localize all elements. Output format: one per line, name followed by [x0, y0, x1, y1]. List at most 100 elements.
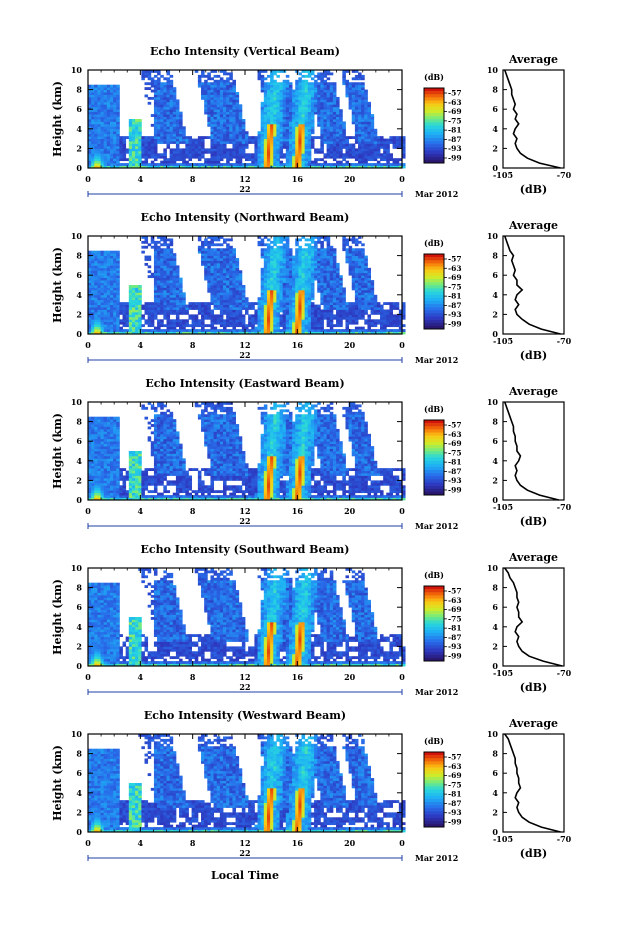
heatmap-cell — [160, 84, 164, 88]
heatmap-cell — [210, 275, 214, 279]
heatmap-cell — [276, 307, 280, 310]
heatmap-cell — [138, 292, 142, 296]
heatmap-cell — [135, 128, 139, 132]
heatmap-cell — [270, 133, 274, 137]
heatmap-cell — [116, 297, 120, 301]
heatmap-cell — [339, 155, 343, 159]
heatmap-cell — [364, 153, 368, 157]
heatmap-cell — [201, 309, 205, 313]
heatmap-cell — [373, 148, 378, 152]
heatmap-cell — [201, 329, 205, 332]
heatmap-cell — [216, 294, 221, 298]
heatmap-cell — [301, 311, 306, 315]
heatmap-cell — [266, 262, 271, 266]
heatmap-cell — [163, 106, 167, 110]
heatmap-cell — [94, 326, 98, 330]
heatmap-cell — [260, 243, 265, 247]
heatmap-cell — [160, 160, 164, 164]
heatmap-cell — [373, 141, 378, 144]
heatmap-cell — [100, 292, 105, 296]
heatmap-cell — [182, 299, 186, 303]
heatmap-cell — [109, 106, 114, 110]
heatmap-cell — [166, 116, 171, 120]
heatmap-cell — [116, 133, 120, 137]
heatmap-cell — [201, 89, 205, 93]
heatmap-cell — [370, 143, 375, 147]
heatmap-cell — [276, 160, 280, 164]
heatmap-cell — [276, 236, 280, 239]
heatmap-cell — [238, 324, 243, 328]
heatmap-cell — [219, 316, 224, 320]
heatmap-cell — [131, 285, 136, 288]
heatmap-cell — [263, 158, 268, 162]
heatmap-cell — [207, 289, 211, 293]
heatmap-cell — [282, 155, 287, 159]
heatmap-cell — [392, 163, 397, 166]
heatmap-cell — [276, 238, 280, 242]
heatmap-cell — [150, 321, 155, 325]
heatmap-cell — [201, 331, 205, 335]
heatmap-cell — [226, 123, 230, 127]
heatmap-cell — [194, 302, 199, 305]
heatmap-cell — [169, 148, 174, 152]
heatmap-cell — [304, 260, 309, 264]
heatmap-cell — [207, 331, 211, 335]
heatmap-cell — [128, 287, 133, 291]
heatmap-cell — [263, 304, 268, 308]
heatmap-cell — [210, 267, 214, 271]
heatmap-cell — [153, 104, 158, 108]
heatmap-cell — [226, 324, 230, 328]
heatmap-cell — [204, 111, 208, 115]
heatmap-cell — [323, 304, 328, 308]
heatmap-cell — [317, 165, 321, 169]
heatmap-cell — [263, 248, 268, 252]
heatmap-cell — [285, 94, 290, 98]
heatmap-cell — [172, 155, 177, 159]
heatmap-cell — [298, 297, 302, 301]
heatmap-cell — [329, 87, 334, 90]
heatmap-cell — [288, 329, 293, 332]
heatmap-cell — [103, 314, 108, 318]
heatmap-cell — [292, 294, 296, 298]
heatmap-cell — [163, 282, 167, 286]
heatmap-cell — [232, 331, 236, 335]
heatmap-cell — [128, 329, 133, 332]
heatmap-cell — [342, 153, 346, 157]
heatmap-cell — [276, 292, 280, 296]
heatmap-cell — [91, 302, 95, 305]
heatmap-cell — [226, 297, 230, 301]
heatmap-cell — [326, 258, 331, 261]
heatmap-cell — [119, 143, 123, 147]
heatmap-cell — [219, 307, 224, 310]
heatmap-cell — [163, 111, 167, 115]
heatmap-cell — [207, 309, 211, 313]
heatmap-cell — [185, 136, 189, 139]
heatmap-cell — [103, 270, 108, 274]
heatmap-cell — [94, 270, 98, 274]
heatmap-cell — [128, 326, 133, 330]
heatmap-cell — [276, 89, 280, 93]
heatmap-cell — [279, 84, 284, 88]
heatmap-cell — [166, 87, 171, 90]
heatmap-cell — [201, 92, 205, 95]
heatmap-cell — [323, 153, 328, 157]
heatmap-cell — [373, 158, 378, 162]
heatmap-cell — [266, 265, 271, 269]
heatmap-cell — [135, 141, 139, 144]
heatmap-cell — [100, 287, 105, 291]
heatmap-cell — [169, 141, 174, 144]
heatmap-cell — [226, 272, 230, 276]
heatmap-cell — [175, 329, 180, 332]
heatmap-cell — [295, 101, 299, 105]
heatmap-cell — [307, 314, 312, 318]
heatmap-cell — [163, 277, 167, 281]
heatmap-cell — [257, 311, 262, 315]
heatmap-cell — [106, 289, 111, 293]
heatmap-cell — [91, 126, 95, 130]
heatmap-cell — [295, 267, 299, 271]
heatmap-cell — [263, 331, 268, 335]
heatmap-cell — [235, 324, 240, 328]
heatmap-cell — [144, 87, 149, 90]
heatmap-cell — [285, 79, 290, 83]
